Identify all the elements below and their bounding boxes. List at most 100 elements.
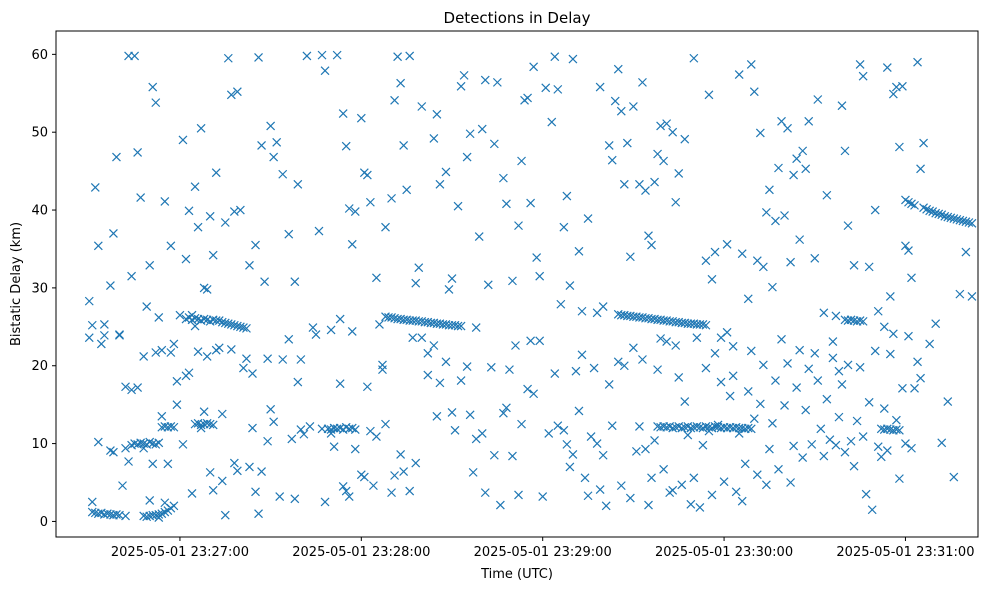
- x-tick-label: 2025-05-01 23:31:00: [836, 545, 974, 560]
- data-point: [118, 481, 127, 491]
- data-point: [326, 325, 336, 335]
- data-point: [405, 51, 415, 61]
- data-point: [792, 154, 802, 164]
- data-point: [680, 134, 690, 144]
- data-point: [686, 499, 696, 509]
- data-point: [305, 422, 315, 431]
- data-point: [441, 357, 451, 367]
- data-point: [121, 511, 130, 521]
- data-point: [154, 510, 164, 519]
- data-point: [293, 179, 303, 189]
- data-point: [284, 229, 294, 239]
- data-point: [378, 365, 387, 375]
- data-point: [925, 206, 935, 216]
- data-point: [728, 341, 738, 351]
- data-point: [229, 458, 239, 468]
- data-point: [659, 156, 669, 166]
- data-point: [774, 464, 783, 474]
- data-point: [142, 302, 152, 311]
- data-point: [783, 358, 792, 368]
- data-point: [901, 439, 910, 449]
- data-point: [858, 432, 868, 442]
- data-point: [529, 389, 539, 399]
- data-point: [743, 294, 753, 304]
- data-point: [598, 302, 608, 311]
- data-point: [99, 330, 109, 340]
- data-point: [894, 425, 904, 435]
- data-point: [846, 436, 856, 446]
- data-point: [625, 493, 635, 503]
- data-point: [586, 432, 596, 442]
- data-point: [263, 354, 273, 364]
- data-point: [755, 128, 765, 138]
- data-point: [87, 497, 97, 507]
- data-point: [139, 443, 149, 453]
- data-point: [891, 415, 901, 425]
- data-point: [734, 70, 744, 80]
- data-point: [414, 263, 424, 273]
- data-point: [901, 241, 910, 251]
- data-point: [879, 404, 889, 413]
- data-point: [450, 425, 460, 435]
- data-point: [399, 467, 409, 477]
- data-point: [713, 420, 723, 430]
- data-point: [350, 207, 360, 217]
- data-point: [269, 152, 279, 162]
- data-point: [547, 117, 557, 127]
- data-point: [571, 366, 581, 376]
- data-point: [638, 355, 647, 364]
- plot-frame: [55, 30, 979, 538]
- data-point: [375, 320, 384, 329]
- data-point: [641, 444, 650, 454]
- data-point: [311, 330, 321, 340]
- data-point: [656, 121, 666, 131]
- data-point: [607, 155, 617, 165]
- data-point: [577, 306, 587, 316]
- data-point: [387, 193, 396, 203]
- data-point: [299, 429, 309, 439]
- data-point: [891, 425, 901, 434]
- data-point: [610, 96, 620, 106]
- data-point: [169, 422, 179, 432]
- data-point: [683, 430, 693, 440]
- data-point: [622, 138, 632, 148]
- data-point: [317, 424, 327, 434]
- data-point: [795, 345, 805, 355]
- data-point: [916, 373, 925, 383]
- data-point: [961, 247, 971, 257]
- data-point: [148, 82, 158, 92]
- data-point: [789, 170, 799, 180]
- data-point: [798, 453, 808, 463]
- data-point: [109, 447, 118, 457]
- data-point: [456, 376, 466, 385]
- data-point: [359, 472, 369, 482]
- data-point: [326, 429, 336, 438]
- data-point: [774, 163, 783, 173]
- data-point: [245, 260, 254, 270]
- data-point: [514, 221, 523, 231]
- data-point: [834, 366, 844, 376]
- data-point: [157, 411, 167, 421]
- data-point: [151, 98, 161, 108]
- data-point: [764, 444, 774, 454]
- data-point: [432, 411, 442, 421]
- data-point: [749, 87, 759, 97]
- data-point: [296, 425, 306, 434]
- data-point: [668, 127, 678, 137]
- data-point: [190, 321, 200, 331]
- data-point: [904, 246, 913, 255]
- data-point: [169, 501, 179, 511]
- data-point: [489, 139, 499, 149]
- data-point: [127, 271, 136, 281]
- data-point: [199, 407, 209, 417]
- data-point: [251, 240, 260, 250]
- x-tick-label: 2025-05-01 23:28:00: [292, 545, 430, 560]
- data-point: [501, 199, 511, 209]
- data-point: [907, 273, 916, 283]
- data-point: [698, 440, 708, 450]
- data-point: [396, 450, 406, 459]
- data-point: [619, 179, 629, 189]
- data-point: [154, 438, 164, 448]
- data-point: [544, 429, 554, 438]
- data-point: [202, 285, 212, 294]
